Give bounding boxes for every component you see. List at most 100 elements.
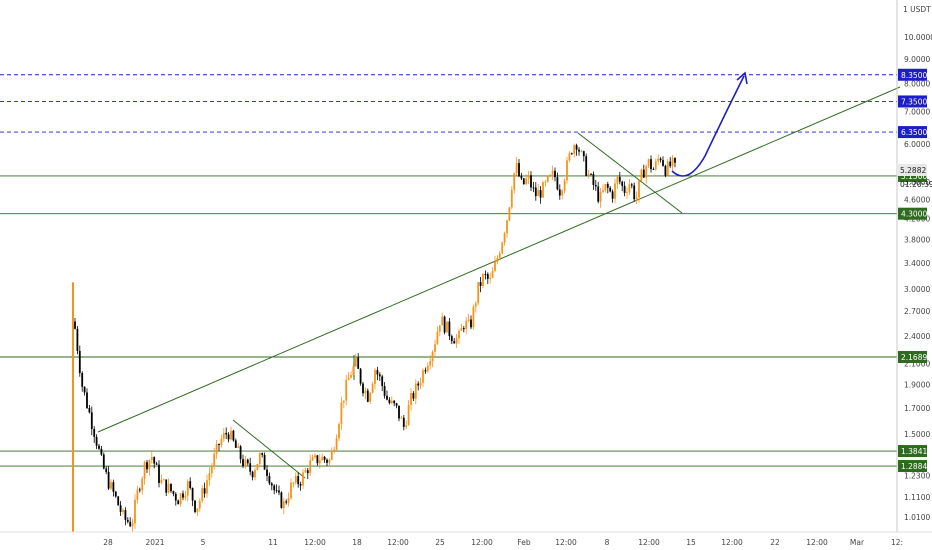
candle — [578, 149, 580, 152]
price-tick-label: 10.0000 — [904, 33, 932, 42]
candle — [321, 456, 324, 461]
candle — [342, 400, 345, 403]
candle — [518, 163, 520, 177]
candle — [160, 479, 163, 483]
candle — [594, 184, 597, 187]
candle — [419, 382, 422, 386]
candle — [506, 220, 508, 234]
candle — [630, 184, 633, 186]
candle — [398, 405, 400, 419]
level-tag: 1.2884 — [901, 462, 927, 471]
candle — [78, 350, 81, 374]
candle — [590, 173, 592, 175]
level-tag: 7.3500 — [901, 97, 927, 106]
candle — [611, 191, 614, 199]
candle — [330, 450, 333, 460]
candle — [357, 357, 360, 369]
time-tick-label: 12:00 — [638, 538, 660, 547]
candle — [546, 176, 549, 182]
candle — [88, 408, 91, 413]
candle — [465, 320, 468, 330]
candle — [666, 161, 669, 176]
candle — [575, 145, 578, 150]
time-axis[interactable]: 28 2021 5 11 12:00 18 12:00 25 12:00 Feb 12:00 8 12:… — [103, 538, 903, 547]
candle — [167, 483, 170, 493]
candle — [534, 187, 537, 197]
candle — [510, 189, 513, 208]
candle — [254, 470, 256, 478]
candle — [551, 170, 554, 175]
price-axis[interactable]: 10.0000 9.0000 8.0000 7.0000 6.0000 5.0000 4.6… — [904, 33, 932, 522]
level-tag: 5.1500 — [901, 172, 927, 181]
candle — [544, 181, 547, 183]
candle — [429, 361, 432, 366]
candle — [141, 478, 144, 491]
candle — [460, 328, 463, 331]
candle — [153, 457, 156, 464]
candle — [618, 176, 621, 182]
candle — [134, 499, 136, 524]
candle — [474, 303, 477, 307]
candle — [501, 242, 504, 254]
price-tick-label: 3.8000 — [904, 236, 930, 245]
candle — [496, 257, 499, 262]
time-tick-label: 12:00 — [304, 538, 326, 547]
candle — [340, 402, 343, 425]
candle — [472, 306, 475, 328]
candle — [585, 156, 588, 176]
candle — [131, 523, 134, 527]
current-price-label: 5.2882 — [900, 166, 926, 175]
time-tick-label: 12:00 — [806, 538, 828, 547]
candle — [117, 496, 120, 506]
candle — [232, 430, 235, 441]
candle — [374, 370, 376, 384]
time-tick-label: 2021 — [145, 538, 164, 547]
candle — [294, 476, 297, 483]
horizontal-levels — [0, 74, 897, 467]
candle — [203, 488, 206, 494]
candle — [556, 177, 559, 190]
candle — [155, 463, 158, 465]
candle — [554, 170, 556, 178]
candle — [278, 490, 280, 493]
target-arrow-head — [736, 71, 748, 85]
candle — [333, 449, 336, 451]
candle — [215, 443, 218, 454]
candle — [218, 443, 220, 446]
candle — [359, 368, 362, 384]
candle — [316, 455, 319, 464]
time-tick-label: 25 — [435, 538, 445, 547]
candle — [352, 366, 355, 376]
candle — [446, 321, 448, 333]
level-tag: 8.3500 — [901, 71, 927, 80]
candle — [251, 471, 254, 478]
candle — [146, 462, 148, 470]
candle — [314, 455, 316, 458]
candle — [626, 192, 628, 194]
candle — [458, 330, 460, 339]
candle — [402, 417, 405, 427]
candle — [532, 187, 535, 189]
candle — [280, 492, 283, 508]
time-tick-label: 12:00 — [721, 538, 743, 547]
candle — [107, 471, 110, 489]
candle — [645, 166, 648, 178]
candle — [470, 319, 472, 328]
candle — [455, 338, 458, 344]
candle — [297, 476, 300, 485]
candle — [568, 153, 571, 161]
candle — [633, 185, 636, 200]
candle — [422, 370, 424, 383]
candle — [292, 482, 295, 484]
candle — [410, 393, 412, 405]
candle — [93, 428, 96, 437]
candle — [542, 182, 544, 198]
candle — [191, 487, 194, 501]
time-tick-label: 8 — [605, 538, 610, 547]
candle — [369, 392, 372, 402]
wedge-line-1 — [232, 419, 306, 479]
candle — [371, 383, 374, 393]
level-tag: 4.3000 — [901, 210, 927, 219]
target-arrow-curve — [671, 75, 745, 177]
